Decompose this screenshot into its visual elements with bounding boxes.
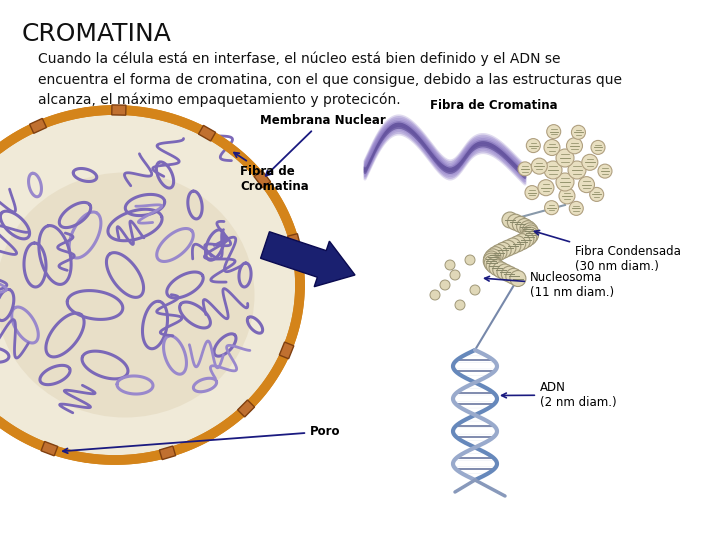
Polygon shape [41, 442, 58, 456]
Ellipse shape [0, 110, 300, 460]
Text: ADN
(2 nm diam.): ADN (2 nm diam.) [502, 381, 616, 409]
Polygon shape [279, 342, 294, 359]
Circle shape [484, 251, 500, 267]
Circle shape [531, 158, 547, 174]
Polygon shape [288, 234, 301, 249]
Circle shape [538, 180, 554, 195]
Circle shape [508, 214, 523, 230]
Circle shape [495, 242, 511, 258]
Circle shape [513, 217, 528, 232]
Circle shape [578, 177, 595, 193]
Circle shape [440, 280, 450, 290]
Circle shape [598, 164, 612, 178]
Text: Fibra de
Cromatina: Fibra de Cromatina [234, 153, 309, 193]
Circle shape [483, 253, 499, 269]
Circle shape [568, 161, 586, 179]
Circle shape [505, 238, 521, 254]
Circle shape [525, 186, 539, 200]
Circle shape [450, 270, 460, 280]
Circle shape [510, 271, 526, 287]
Text: Nucleosoma
(11 nm diam.): Nucleosoma (11 nm diam.) [485, 271, 614, 299]
Circle shape [526, 139, 540, 153]
Circle shape [546, 125, 561, 139]
Circle shape [502, 212, 518, 228]
Circle shape [506, 268, 522, 285]
Circle shape [591, 140, 605, 154]
Polygon shape [254, 171, 271, 188]
Text: Poro: Poro [63, 425, 341, 453]
Circle shape [523, 225, 539, 241]
Circle shape [510, 236, 526, 252]
Circle shape [430, 290, 440, 300]
Circle shape [470, 285, 480, 295]
Circle shape [582, 154, 598, 170]
Text: Fibra Condensada
(30 nm diam.): Fibra Condensada (30 nm diam.) [534, 231, 681, 273]
Circle shape [544, 161, 562, 179]
Polygon shape [159, 446, 176, 460]
Circle shape [544, 139, 560, 156]
Circle shape [567, 138, 582, 154]
FancyArrow shape [261, 232, 355, 287]
Circle shape [455, 300, 465, 310]
Text: CROMATINA: CROMATINA [22, 22, 172, 46]
Circle shape [518, 232, 534, 247]
Circle shape [572, 125, 585, 139]
Text: Fibra de Cromatina: Fibra de Cromatina [430, 99, 557, 112]
Polygon shape [199, 125, 215, 141]
Circle shape [484, 255, 500, 271]
Polygon shape [112, 105, 126, 115]
Circle shape [520, 221, 536, 237]
Circle shape [487, 247, 503, 262]
Polygon shape [238, 400, 255, 417]
Circle shape [570, 201, 583, 215]
Circle shape [559, 188, 575, 204]
Circle shape [497, 264, 513, 280]
Circle shape [517, 219, 533, 234]
Circle shape [556, 149, 574, 167]
Circle shape [491, 245, 507, 260]
Text: Cuando la célula está en interfase, el núcleo está bien definido y el ADN se
enc: Cuando la célula está en interfase, el n… [38, 52, 622, 107]
Polygon shape [30, 118, 47, 133]
Text: Membrana Nuclear: Membrana Nuclear [260, 113, 386, 176]
Circle shape [501, 266, 518, 282]
Ellipse shape [0, 172, 254, 417]
Circle shape [521, 230, 536, 245]
Circle shape [465, 255, 475, 265]
Circle shape [486, 258, 502, 273]
Circle shape [489, 260, 505, 275]
Circle shape [518, 162, 532, 176]
Circle shape [445, 260, 455, 270]
Circle shape [485, 249, 501, 265]
Circle shape [556, 173, 574, 191]
Circle shape [590, 187, 603, 201]
Circle shape [492, 262, 509, 278]
Circle shape [514, 234, 530, 249]
Circle shape [544, 201, 559, 215]
Circle shape [523, 227, 539, 243]
Circle shape [522, 223, 538, 239]
Circle shape [500, 240, 516, 256]
